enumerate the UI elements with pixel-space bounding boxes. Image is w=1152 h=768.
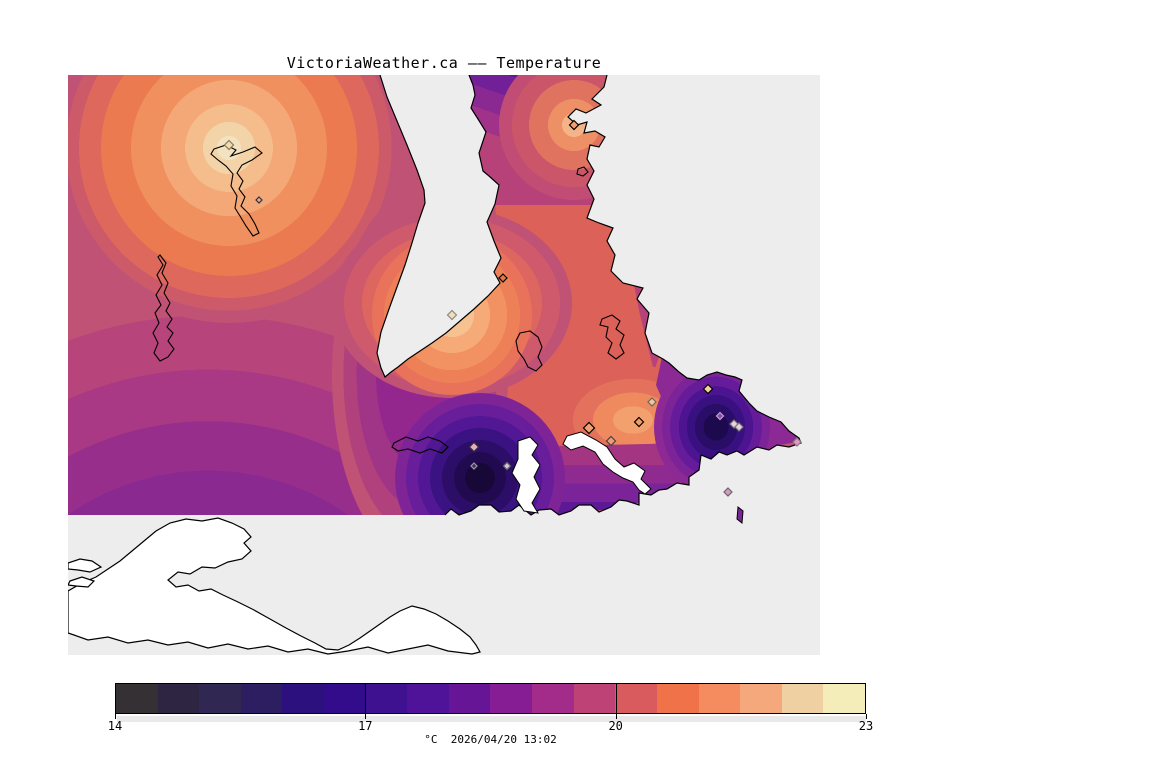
colorbar-segment: [448, 684, 491, 713]
coastline-peninsula: [444, 74, 802, 516]
station-marker-diamond: [568, 119, 580, 131]
colorbar-segment: [740, 684, 782, 713]
colorbar-segment: [573, 684, 616, 713]
station-marker-diamond: [446, 309, 458, 321]
harbour-channels: [511, 431, 652, 514]
caption-gap: [438, 733, 451, 746]
colorbar-segment: [490, 684, 533, 713]
colorbar-segment: [324, 684, 366, 713]
station-marker-diamond: [223, 139, 235, 151]
colorbar-segment: [199, 684, 241, 713]
station-marker-diamond: [255, 196, 263, 204]
colorbar-tick-mark: [866, 714, 867, 719]
station-marker-diamond: [498, 273, 508, 283]
colorbar-gradient: [115, 683, 866, 714]
colorbar-segment: [823, 684, 865, 713]
station-marker-diamond: [605, 435, 617, 447]
station-marker-diamond: [792, 437, 802, 447]
map-canvas: [67, 74, 820, 655]
colorbar-segment: [365, 684, 408, 713]
colorbar-tick-mark: [115, 714, 116, 719]
colorbar-tick-label: 17: [358, 719, 373, 733]
colorbar-segment: [282, 684, 325, 713]
station-marker-diamond: [502, 461, 512, 471]
station-marker-diamond: [734, 422, 744, 432]
colorbar-segment: [615, 684, 657, 713]
colorbar-divider-20: [615, 683, 617, 714]
station-marker-diamond: [633, 416, 645, 428]
island-trial: [736, 506, 744, 524]
timestamp-label: 2026/04/20 13:02: [450, 733, 557, 746]
station-marker-diamond: [582, 421, 596, 435]
colorbar-tick-label: 20: [608, 719, 623, 733]
station-marker-diamond: [470, 462, 478, 470]
colorbar-tick-label: 14: [107, 719, 123, 733]
colorbar-segment: [698, 684, 741, 713]
colorbar-segment: [532, 684, 574, 713]
station-markers: [223, 119, 802, 497]
colorbar-segment: [781, 684, 824, 713]
page-title: VictoriaWeather.ca —— Temperature: [286, 54, 602, 72]
colorbar: 14 17 20 23 °C 2026/04/20 13:02: [108, 683, 873, 746]
station-marker-diamond: [468, 441, 480, 453]
unit-label: °C: [424, 733, 438, 746]
weather-map: [67, 74, 820, 655]
colorbar-segment: [407, 684, 449, 713]
colorbar-segment: [240, 684, 283, 713]
colorbar-caption: °C 2026/04/20 13:02: [115, 733, 866, 746]
colorbar-tick-mark: [365, 714, 367, 719]
colorbar-tick-label: 23: [858, 719, 874, 733]
station-marker-diamond: [723, 487, 733, 497]
colorbar-segment: [157, 684, 200, 713]
coastline-inlet: [376, 74, 502, 378]
no-data-land: [67, 517, 481, 655]
colorbar-shadow: [117, 716, 866, 722]
lake-outlines: [152, 144, 625, 454]
station-marker-diamond: [647, 397, 657, 407]
colorbar-tick-mark: [615, 714, 617, 719]
station-marker-diamond: [715, 411, 725, 421]
colorbar-segment: [116, 684, 158, 713]
colorbar-segment: [656, 684, 699, 713]
station-marker-diamond: [702, 383, 714, 395]
colorbar-divider-17: [365, 683, 367, 714]
